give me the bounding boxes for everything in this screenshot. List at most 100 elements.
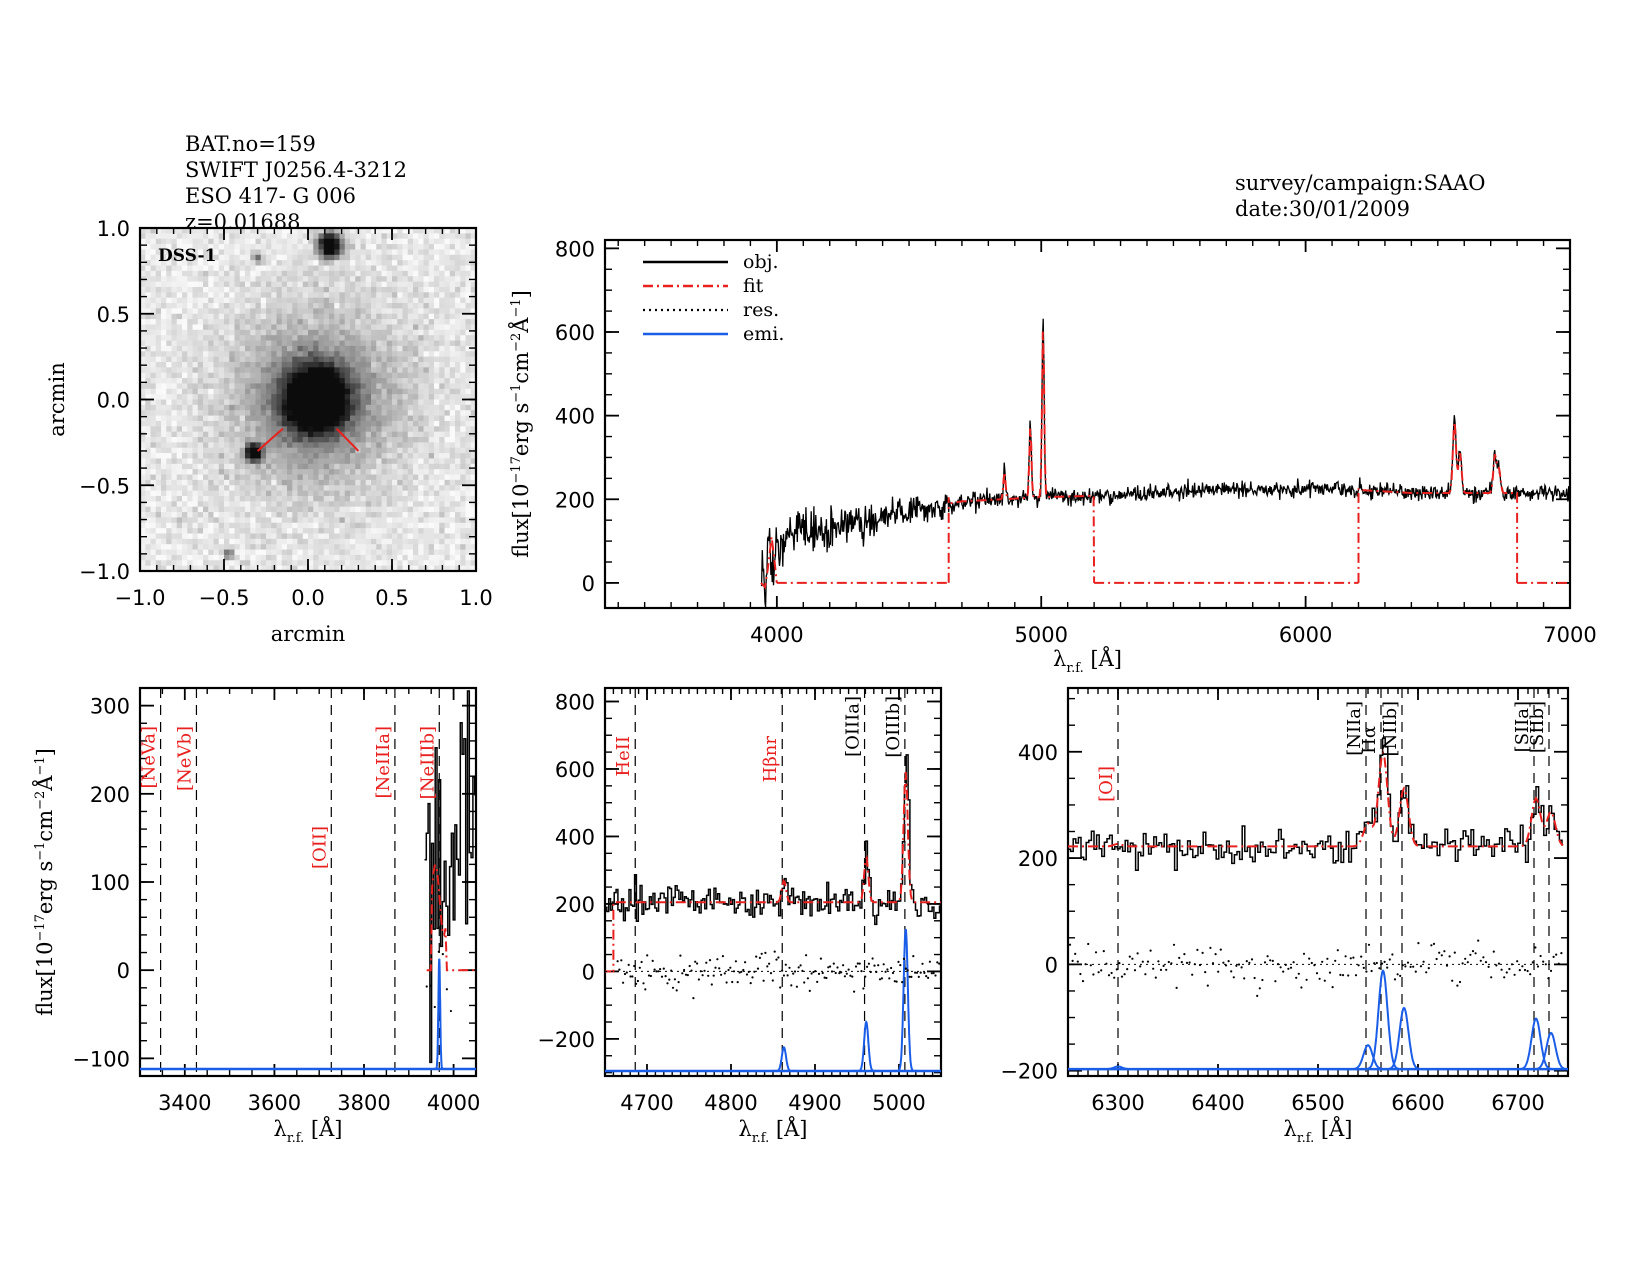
image-pixel xyxy=(239,447,246,454)
image-pixel xyxy=(266,329,272,336)
image-pixel xyxy=(329,356,335,363)
image-pixel xyxy=(350,249,356,256)
image-pixel xyxy=(397,345,404,352)
image-pixel xyxy=(397,372,404,379)
image-pixel xyxy=(371,260,377,267)
image-pixel xyxy=(292,335,299,342)
image-pixel xyxy=(266,228,272,234)
y-axis-title: flux[10−17erg s−1cm−2Å−1] xyxy=(508,290,533,558)
image-pixel xyxy=(155,249,162,256)
image-pixel xyxy=(302,313,309,320)
image-pixel xyxy=(208,512,215,519)
image-pixel xyxy=(145,319,152,326)
image-pixel xyxy=(355,453,362,460)
image-pixel xyxy=(407,372,414,379)
image-pixel xyxy=(192,244,199,251)
image-pixel xyxy=(203,485,209,492)
image-pixel xyxy=(297,458,304,465)
image-pixel xyxy=(224,340,230,347)
image-pixel xyxy=(434,399,440,406)
image-pixel xyxy=(339,335,346,342)
image-pixel xyxy=(392,410,398,417)
image-pixel xyxy=(470,297,477,304)
image-pixel xyxy=(423,565,430,572)
image-pixel xyxy=(218,270,225,277)
image-pixel xyxy=(376,281,383,288)
image-pixel xyxy=(260,361,267,368)
image-pixel xyxy=(350,308,356,315)
image-pixel xyxy=(423,286,430,293)
x-axis-title: λr.f. [Å] xyxy=(739,1116,808,1146)
image-pixel xyxy=(297,286,304,293)
image-pixel xyxy=(360,292,367,299)
image-pixel xyxy=(455,512,461,519)
image-pixel xyxy=(250,260,257,267)
image-pixel xyxy=(334,372,341,379)
image-pixel xyxy=(197,345,204,352)
image-pixel xyxy=(276,372,283,379)
image-pixel xyxy=(250,292,257,299)
image-pixel xyxy=(250,244,257,251)
residual-point xyxy=(707,974,710,977)
image-pixel xyxy=(402,303,409,309)
image-pixel xyxy=(182,276,188,283)
image-pixel xyxy=(255,533,262,540)
image-pixel xyxy=(302,319,309,326)
image-pixel xyxy=(276,340,283,347)
image-pixel xyxy=(376,565,383,572)
image-pixel xyxy=(281,404,288,411)
image-pixel xyxy=(365,276,372,283)
image-pixel xyxy=(434,420,440,427)
image-pixel xyxy=(255,335,262,342)
image-pixel xyxy=(302,437,309,443)
image-pixel xyxy=(166,260,173,267)
image-pixel xyxy=(428,404,435,411)
image-pixel xyxy=(245,437,251,443)
image-pixel xyxy=(145,356,152,363)
image-pixel xyxy=(350,292,356,299)
image-pixel xyxy=(470,286,477,293)
image-pixel xyxy=(239,367,246,374)
image-pixel xyxy=(213,437,220,443)
image-pixel xyxy=(161,303,167,309)
image-pixel xyxy=(171,431,178,438)
image-pixel xyxy=(166,281,173,288)
image-pixel xyxy=(444,329,451,336)
residual-point xyxy=(812,970,815,974)
image-pixel xyxy=(423,442,430,449)
image-pixel xyxy=(176,265,183,272)
image-pixel xyxy=(313,528,320,535)
line-label: Hβnr xyxy=(760,736,781,783)
image-pixel xyxy=(339,463,346,470)
image-pixel xyxy=(229,463,236,470)
image-pixel xyxy=(176,340,183,347)
image-pixel xyxy=(187,233,194,240)
image-pixel xyxy=(150,260,157,267)
image-pixel xyxy=(439,249,446,256)
image-pixel xyxy=(302,297,309,304)
image-pixel xyxy=(355,533,362,540)
image-pixel xyxy=(266,372,272,379)
image-pixel xyxy=(365,442,372,449)
image-pixel xyxy=(355,265,362,272)
image-pixel xyxy=(460,528,467,535)
image-pixel xyxy=(392,565,398,572)
image-pixel xyxy=(297,469,304,476)
image-pixel xyxy=(439,329,446,336)
image-pixel xyxy=(470,437,477,443)
image-pixel xyxy=(365,303,372,309)
image-pixel xyxy=(208,361,215,368)
image-pixel xyxy=(376,372,383,379)
image-pixel xyxy=(260,447,267,454)
image-pixel xyxy=(449,319,456,326)
image-pixel xyxy=(245,378,251,385)
y-tick-label: 200 xyxy=(555,488,595,512)
residual-point xyxy=(649,974,653,978)
image-pixel xyxy=(455,388,461,395)
image-pixel xyxy=(355,254,362,261)
image-pixel xyxy=(428,228,435,234)
image-pixel xyxy=(418,303,425,309)
image-pixel xyxy=(239,303,246,309)
residual-point xyxy=(851,975,854,978)
image-pixel xyxy=(276,479,283,486)
